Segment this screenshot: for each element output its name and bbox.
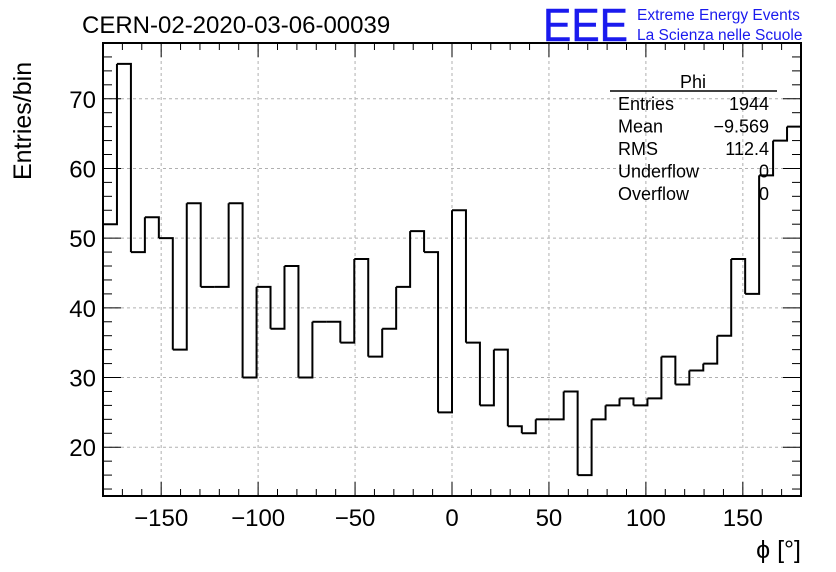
histogram-bin — [633, 398, 649, 407]
histogram-bin — [298, 321, 314, 379]
y-tick-label: 30 — [69, 366, 96, 393]
histogram-bin — [689, 363, 705, 372]
histogram-bin — [591, 405, 607, 421]
logo-line2: La Scienza nelle Scuole — [637, 27, 802, 44]
stats-row-label: Mean — [618, 117, 663, 137]
histogram-bin — [521, 419, 537, 435]
x-tick-label: −150 — [134, 505, 188, 532]
y-tick-label: 70 — [69, 87, 96, 114]
stats-row-value: 0 — [759, 184, 769, 204]
histogram-bin — [242, 286, 258, 379]
histogram-bin — [549, 391, 565, 421]
stats-row-label: Entries — [618, 94, 674, 114]
histogram-bin — [479, 349, 495, 407]
histogram-bin — [647, 356, 663, 400]
y-tick-label: 60 — [69, 156, 96, 183]
stats-row-value: 1944 — [729, 94, 769, 114]
axes — [102, 42, 802, 497]
histogram-bin — [507, 425, 523, 434]
histogram-bin — [270, 266, 286, 330]
x-tick-label: 50 — [536, 505, 563, 532]
stats-row-label: Overflow — [618, 184, 690, 204]
histogram-bin — [354, 258, 370, 357]
histogram-bin — [116, 62, 132, 253]
histogram-bin — [382, 286, 398, 330]
histogram-bin — [493, 348, 509, 427]
histogram-bin — [172, 203, 188, 351]
x-axis-label: ϕ [°] — [756, 536, 801, 564]
histogram-bin — [703, 335, 719, 365]
y-tick-label: 40 — [69, 296, 96, 323]
histogram-bin — [228, 202, 244, 378]
histogram-bin — [284, 265, 300, 378]
histogram-bin — [577, 419, 593, 477]
histogram-bin — [773, 126, 789, 142]
stats-row-value: 112.4 — [725, 139, 769, 159]
stats-box: Phi Entries 1944 Mean −9.569 RMS 112.4 Underfl… — [610, 72, 777, 204]
histogram-bin — [144, 216, 160, 239]
y-tick-label: 50 — [69, 226, 96, 253]
histogram-bin — [410, 230, 426, 253]
y-axis-label: Entries/bin — [9, 62, 37, 180]
histogram-bin — [731, 258, 747, 294]
eee-logo: EEE Extreme Energy Events La Scienza nel… — [543, 0, 803, 51]
histogram-bin — [661, 355, 677, 385]
stats-row-label: RMS — [618, 139, 658, 159]
histogram-bin — [745, 175, 761, 295]
histogram-bin — [619, 397, 635, 406]
stats-row-value: 0 — [759, 162, 769, 182]
x-tick-label: −100 — [231, 505, 285, 532]
histogram-bin — [675, 370, 691, 386]
histogram-bin — [256, 285, 272, 329]
histogram-bin — [326, 320, 342, 343]
stats-title: Phi — [680, 72, 706, 92]
histogram-bin — [465, 341, 481, 406]
histogram-bin — [158, 237, 174, 350]
histogram-bin — [130, 217, 146, 254]
tick-labels: −150 −100 −50 0 50 100 150 20 30 40 50 60 70 — [69, 87, 763, 532]
y-tick-label: 20 — [69, 435, 96, 462]
histogram-bin — [563, 390, 579, 476]
histogram-bin — [717, 259, 733, 337]
histogram-bin — [424, 251, 440, 413]
histogram-bin — [438, 210, 453, 414]
x-tick-label: −50 — [335, 505, 376, 532]
chart-title: CERN-02-2020-03-06-00039 — [82, 12, 390, 39]
x-tick-label: 0 — [445, 505, 458, 532]
x-tick-label: 100 — [626, 505, 666, 532]
histogram-bin — [340, 259, 356, 344]
histogram-bin — [186, 202, 202, 287]
histogram-bin — [214, 203, 230, 288]
histogram-bin — [759, 140, 775, 177]
histogram-bin — [605, 398, 621, 407]
x-tick-label: 150 — [723, 505, 763, 532]
histogram-bin — [396, 231, 412, 288]
histogram-bin — [452, 209, 467, 343]
stats-row-value: −9.569 — [713, 117, 769, 137]
logo-line1: Extreme Energy Events — [637, 7, 800, 24]
histogram-bin — [368, 328, 384, 358]
stats-row-label: Underflow — [618, 162, 700, 182]
